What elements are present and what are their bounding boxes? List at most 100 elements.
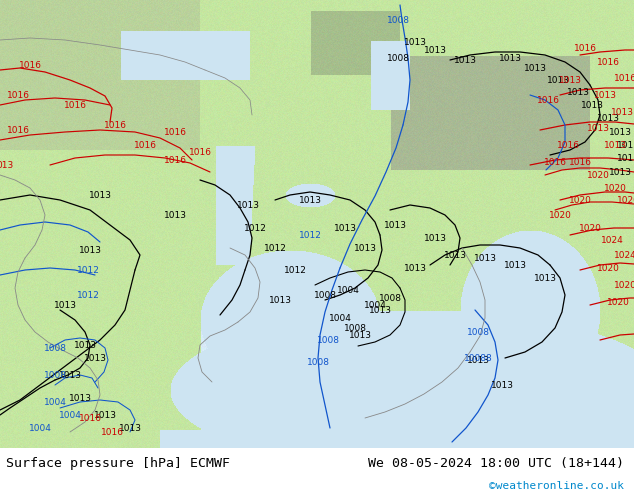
Text: 1013: 1013 [453, 55, 477, 65]
Text: 1016: 1016 [543, 157, 567, 167]
Text: 1004: 1004 [328, 314, 351, 322]
Text: 1013: 1013 [609, 127, 631, 137]
Text: 1013: 1013 [58, 370, 82, 379]
Text: 1020: 1020 [604, 183, 626, 193]
Text: 1016: 1016 [6, 125, 30, 134]
Text: 1013: 1013 [581, 100, 604, 109]
Text: 1020: 1020 [614, 280, 634, 290]
Text: 1016: 1016 [134, 141, 157, 149]
Text: 1020: 1020 [579, 223, 602, 232]
Text: 1013: 1013 [74, 341, 96, 349]
Text: We 08-05-2024 18:00 UTC (18+144): We 08-05-2024 18:00 UTC (18+144) [368, 458, 624, 470]
Text: 1020: 1020 [607, 297, 630, 307]
Text: 1012: 1012 [283, 266, 306, 274]
Text: 1013: 1013 [616, 141, 634, 149]
Text: 1008: 1008 [316, 336, 339, 344]
Text: 1013: 1013 [119, 423, 141, 433]
Text: 1013: 1013 [444, 250, 467, 260]
Text: 1013: 1013 [567, 88, 590, 97]
Text: 1013: 1013 [79, 245, 101, 254]
Text: 1016: 1016 [18, 60, 41, 70]
Text: 1004: 1004 [58, 411, 81, 419]
Text: 1016: 1016 [164, 127, 186, 137]
Text: 1013: 1013 [424, 234, 446, 243]
Text: 1020: 1020 [586, 171, 609, 179]
Text: 1016: 1016 [614, 74, 634, 82]
Text: 1008: 1008 [306, 358, 330, 367]
Text: 1013: 1013 [491, 381, 514, 390]
Text: 1024: 1024 [614, 250, 634, 260]
Text: 1020: 1020 [616, 196, 634, 204]
Text: 1013: 1013 [547, 75, 569, 84]
Text: 1016: 1016 [103, 121, 127, 129]
Text: Surface pressure [hPa] ECMWF: Surface pressure [hPa] ECMWF [6, 458, 230, 470]
Text: 1012: 1012 [77, 266, 100, 274]
Text: 1012: 1012 [77, 291, 100, 299]
Text: 1013: 1013 [597, 114, 619, 122]
Text: 1016: 1016 [101, 427, 124, 437]
Text: 1004: 1004 [337, 286, 359, 294]
Text: 1013: 1013 [403, 38, 427, 47]
Text: 1020: 1020 [548, 211, 571, 220]
Text: 1013: 1013 [524, 64, 547, 73]
Text: 1016: 1016 [569, 157, 592, 167]
Text: 1020: 1020 [597, 264, 619, 272]
Text: 1016: 1016 [557, 141, 579, 149]
Text: 1013: 1013 [164, 211, 186, 220]
Text: 1016: 1016 [597, 57, 619, 67]
Text: 1024: 1024 [600, 236, 623, 245]
Text: 1008: 1008 [387, 53, 410, 63]
Text: 1013: 1013 [498, 53, 522, 63]
Text: 1013: 1013 [604, 141, 626, 149]
Text: 1013: 1013 [269, 295, 292, 304]
Text: 1013: 1013 [89, 191, 112, 199]
Text: 1016: 1016 [188, 147, 212, 156]
Text: 1013: 1013 [384, 220, 406, 229]
Text: 1013: 1013 [333, 223, 356, 232]
Text: 1016: 1016 [574, 44, 597, 52]
Text: 1013: 1013 [593, 91, 616, 99]
Text: 013: 013 [0, 161, 13, 170]
Text: 1013: 1013 [503, 261, 526, 270]
Text: 1013: 1013 [424, 46, 446, 54]
Text: 1013: 1013 [559, 75, 581, 84]
Text: 1012: 1012 [299, 230, 321, 240]
Text: 1013: 1013 [68, 393, 91, 402]
Text: 1013: 1013 [611, 107, 633, 117]
Text: 1004: 1004 [363, 300, 387, 310]
Text: 1008: 1008 [313, 291, 337, 299]
Text: 1013: 1013 [236, 200, 259, 210]
Text: 1013: 1013 [467, 356, 489, 365]
Text: 1020: 1020 [569, 196, 592, 204]
Text: 1013: 1013 [53, 300, 77, 310]
Text: ©weatheronline.co.uk: ©weatheronline.co.uk [489, 481, 624, 490]
Text: 1013: 1013 [368, 305, 392, 315]
Text: 1008: 1008 [344, 323, 366, 333]
Text: 1008: 1008 [387, 16, 410, 24]
Text: 1008: 1008 [467, 327, 489, 337]
Text: 1016: 1016 [63, 100, 86, 109]
Text: 1008: 1008 [44, 343, 67, 352]
Text: 1013: 1013 [93, 411, 117, 419]
Text: 1016: 1016 [6, 91, 30, 99]
Text: 1008: 1008 [378, 294, 401, 302]
Text: 10088: 10088 [463, 353, 493, 363]
Text: 1004: 1004 [29, 423, 51, 433]
Text: 1012: 1012 [264, 244, 287, 252]
Text: 1013: 1013 [609, 168, 631, 176]
Text: 1004: 1004 [44, 397, 67, 407]
Text: 1013: 1013 [349, 330, 372, 340]
Text: 1008: 1008 [44, 370, 67, 379]
Text: 1013: 1013 [299, 196, 321, 204]
Text: 1013: 1013 [403, 264, 427, 272]
Text: 1016: 1016 [164, 155, 186, 165]
Text: 1016: 1016 [79, 414, 101, 422]
Text: 1016: 1016 [536, 96, 559, 104]
Text: 1013: 1013 [354, 244, 377, 252]
Text: 1013: 1013 [533, 273, 557, 283]
Text: 1012: 1012 [243, 223, 266, 232]
Text: 1013: 1013 [84, 353, 107, 363]
Text: 1013: 1013 [474, 253, 496, 263]
Text: 1013: 1013 [586, 123, 609, 132]
Text: 1013: 1013 [616, 153, 634, 163]
